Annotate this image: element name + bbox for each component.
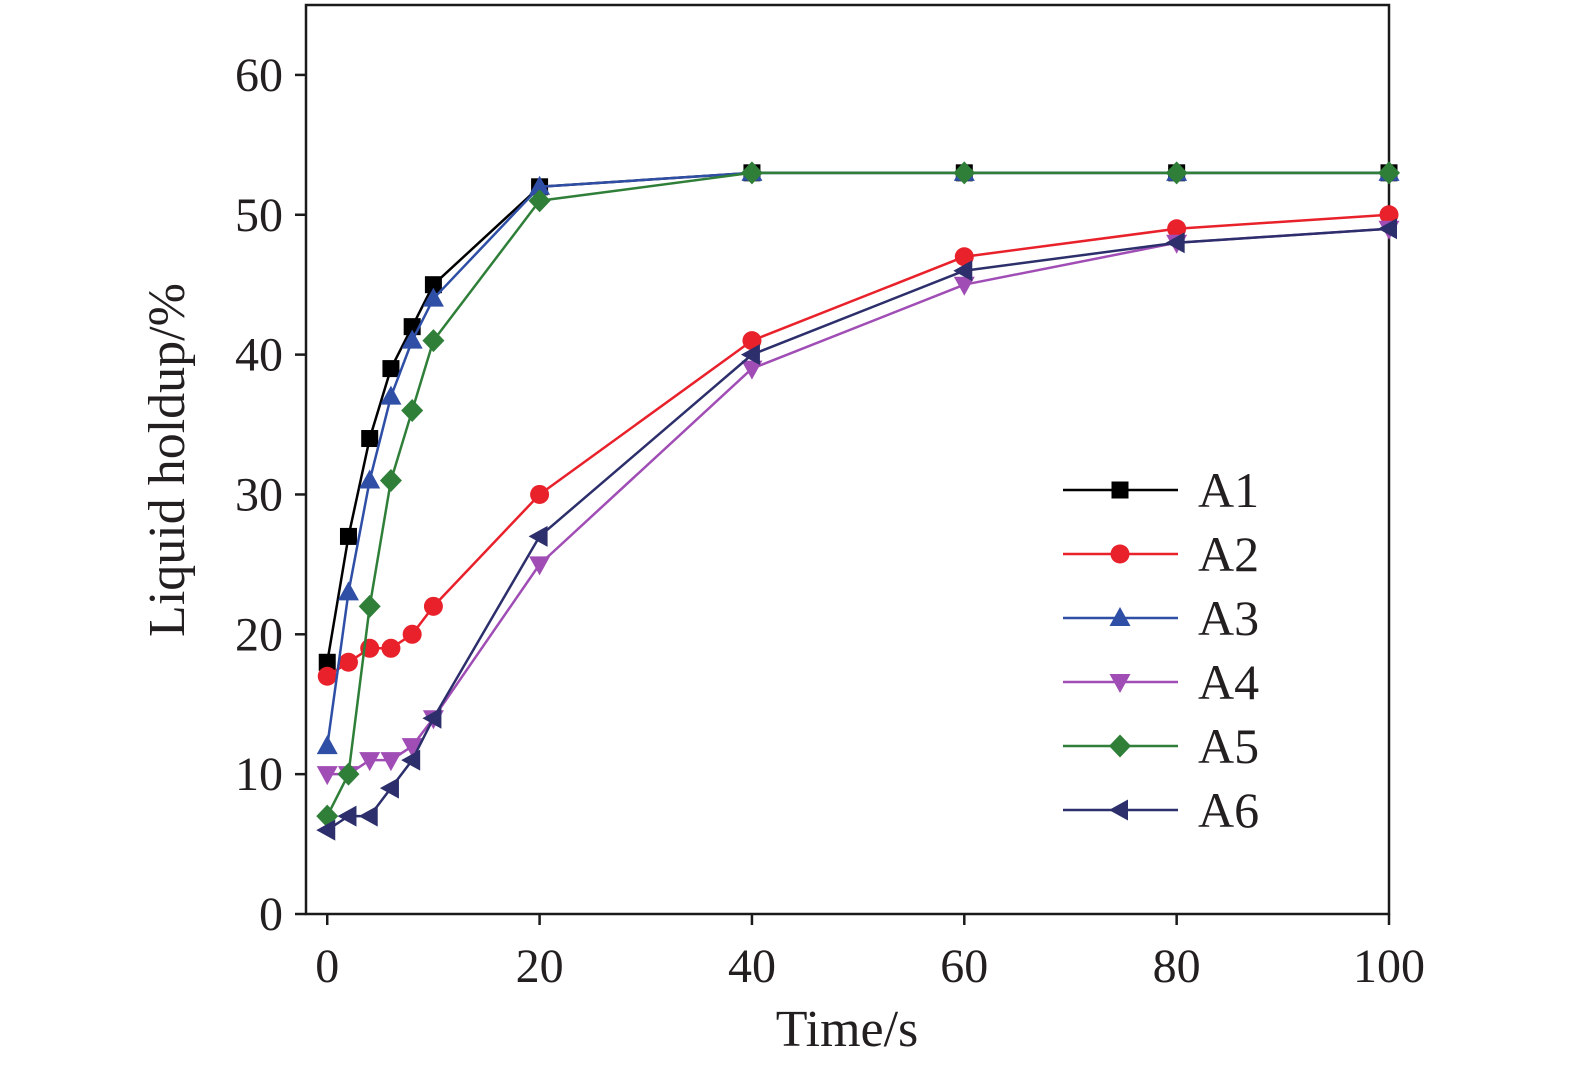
series-a6-point [953,260,973,282]
series-a2-point [381,638,401,658]
x-tick-label: 80 [1153,940,1201,993]
series-a6-point [422,707,442,729]
legend-swatch-marker [1109,734,1131,758]
x-tick-label: 40 [728,940,776,993]
series-a2-point [423,596,443,616]
series-a1-point [382,360,400,378]
series-a2-point [317,666,337,686]
y-tick-label: 40 [235,329,283,382]
legend-label-a1: A1 [1198,462,1259,518]
series-a5-point [379,468,402,492]
x-tick-label: 0 [315,940,339,993]
series-a4-point [741,360,763,380]
x-axis-label: Time/s [776,1001,919,1058]
series-a6-point [1378,218,1397,240]
series-a6-point [401,749,421,771]
series-a3-point [359,469,381,489]
series-a6-point [528,525,548,547]
series-a3-point [337,581,359,601]
legend-swatch-marker [1109,799,1128,821]
legend-swatch-marker [1110,544,1130,564]
y-tick-label: 20 [235,608,283,661]
series-a6-point [358,805,378,827]
legend-swatch-marker [1109,674,1131,693]
series-a2-point [402,624,422,644]
y-tick-label: 10 [235,748,283,801]
y-tick-label: 50 [235,189,283,242]
series-a5-point [337,762,360,786]
series-a6 [316,218,1397,841]
y-tick-label: 0 [259,888,283,941]
series-a2-point [338,652,358,672]
series-a2-point [530,484,550,504]
x-tick-label: 60 [940,940,988,993]
series-a4-point [316,766,338,786]
series-a1-point [424,276,442,294]
legend-entry-a3: A3 [1063,590,1259,646]
series-a5-point [953,161,976,185]
x-tick-label: 100 [1353,940,1425,993]
series-a5-point [401,399,424,423]
series-a5-point [422,329,445,353]
y-tick-label: 60 [235,49,283,102]
series-a1-point [318,653,336,671]
x-tick-label: 20 [516,940,564,993]
legend-swatch-marker [1111,481,1129,499]
series-a6-point [316,819,336,841]
legend: A1 A2 A3 A4 A5 A6 [1063,462,1259,838]
legend-label-a2: A2 [1198,526,1259,582]
x-axis: 0 20 40 60 80 100 [315,914,1425,993]
series-a3-point [529,175,551,195]
series-a2-point [1167,219,1187,239]
plot-frame [304,3,1391,916]
legend-entry-a2: A2 [1063,526,1259,582]
series-a1-point [339,527,357,545]
series-a5-point [528,189,551,213]
y-axis: 0 10 20 30 40 50 60 [235,49,306,941]
series-a5-point [1165,161,1188,185]
series-a5-point [740,161,763,185]
series-a4-point [529,556,551,576]
series-a5 [316,161,1400,828]
legend-swatch-marker [1109,607,1131,626]
series-layer [316,161,1400,841]
legend-label-a5: A5 [1198,718,1259,774]
series-a3-point [401,329,423,349]
series-a4-point [953,276,975,296]
series-a6-point [379,777,399,799]
series-a2-point [742,331,762,351]
series-a6-point [1165,232,1185,254]
y-axis-label: Liquid holdup/% [139,283,196,637]
legend-entry-a5: A5 [1063,718,1259,774]
legend-label-a6: A6 [1198,782,1259,838]
series-a6-point [740,344,760,366]
series-a2-point [1379,205,1399,225]
series-a6-point [337,805,357,827]
series-a3-point [422,287,444,307]
series-a5-point [358,594,381,618]
series-a2-point [954,247,974,267]
series-a1-line [326,171,1389,663]
series-a4-point [359,752,381,772]
series-a3-point [380,385,402,405]
series-a3-point [316,735,338,755]
legend-label-a3: A3 [1198,590,1259,646]
series-a1-point [361,430,379,448]
legend-entry-a4: A4 [1063,654,1259,710]
y-tick-label: 30 [235,468,283,521]
legend-entry-a6: A6 [1063,782,1259,838]
legend-entry-a1: A1 [1063,462,1259,518]
series-a5-point [1378,161,1400,185]
series-a4-point [380,752,402,772]
series-a4-point [401,738,423,758]
legend-label-a4: A4 [1198,654,1259,710]
